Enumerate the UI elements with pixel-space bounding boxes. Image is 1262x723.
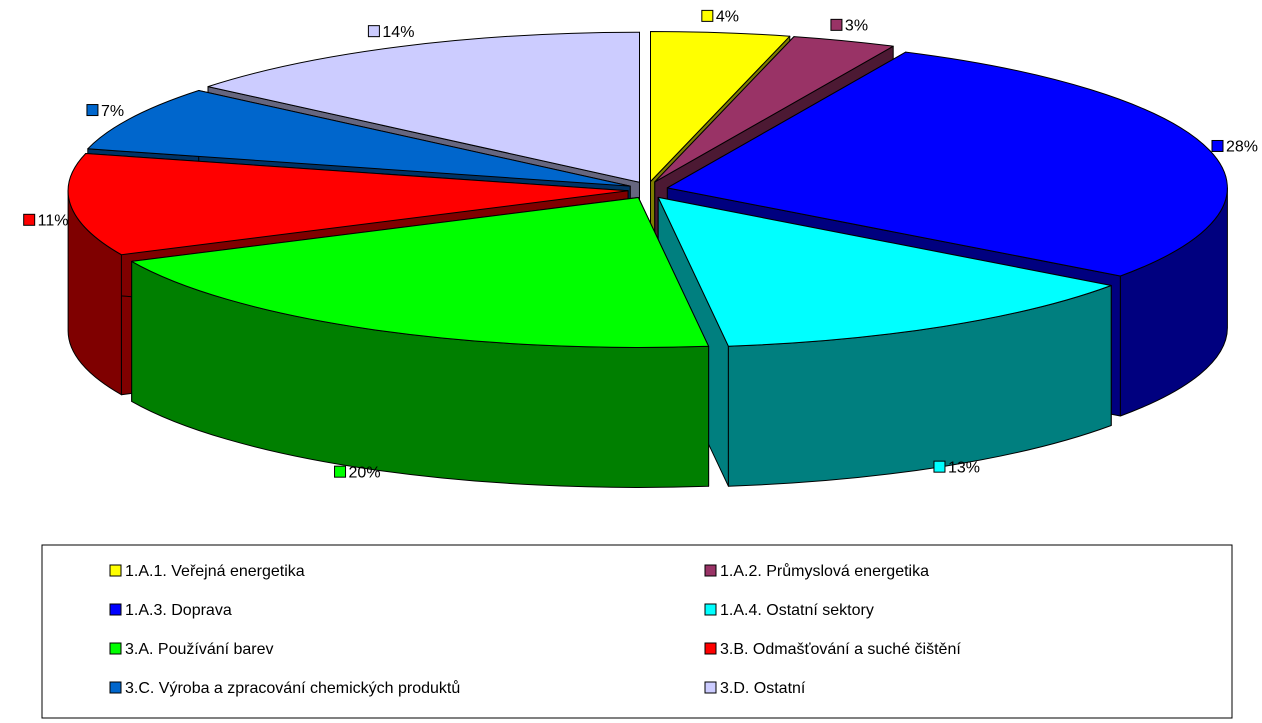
value-label: 20% [349, 464, 381, 481]
legend-swatch [704, 603, 717, 616]
legend-swatch [704, 642, 717, 655]
label-swatch [933, 460, 946, 473]
legend-swatch [109, 681, 122, 694]
slice-top [650, 30, 791, 182]
legend-swatch [109, 564, 122, 577]
slice-top [666, 51, 1228, 277]
slice-top [87, 90, 631, 187]
slice-top [67, 153, 629, 256]
legend-swatch [704, 681, 717, 694]
value-labels: 4% 3% 28% 13% 20% 11% 7% 14% [23, 9, 1258, 481]
value-label: 11% [38, 213, 69, 230]
legend-label: 3.B. Odmašťování a suché čištění [720, 641, 961, 658]
legend-swatch [109, 642, 122, 655]
label-swatch [830, 18, 843, 31]
legend-label: 1.A.2. Průmyslová energetika [720, 562, 929, 580]
legend-label: 1.A.1. Veřejná energetika [125, 563, 305, 580]
slice-top [207, 31, 640, 183]
legend-box [41, 544, 1233, 719]
legend-label: 3.D. Ostatní [720, 680, 806, 697]
value-label: 3% [845, 18, 868, 35]
slice-top [657, 196, 1112, 347]
label-swatch [334, 465, 347, 478]
label-swatch [86, 104, 99, 117]
label-swatch [23, 213, 36, 226]
pie-tops [67, 30, 1228, 348]
legend-swatch [704, 564, 717, 577]
legend-label: 3.A. Používání barev [125, 641, 274, 658]
value-label: 13% [948, 459, 980, 476]
slice-top [654, 36, 894, 183]
label-swatch [1211, 139, 1224, 152]
legend-swatch [109, 603, 122, 616]
value-label: 4% [716, 9, 739, 26]
legend: 1.A.1. Veřejná energetika 1.A.2. Průmyslo… [109, 562, 961, 697]
slice-top [131, 197, 710, 348]
legend-label: 1.A.4. Ostatní sektory [720, 602, 874, 619]
legend-label: 1.A.3. Doprava [125, 602, 232, 619]
legend-label: 3.C. Výroba a zpracování chemických prod… [125, 679, 460, 697]
value-label: 14% [382, 24, 414, 41]
label-swatch [701, 9, 714, 22]
value-label: 28% [1226, 139, 1258, 156]
label-swatch [367, 25, 380, 38]
value-label: 7% [101, 103, 124, 120]
